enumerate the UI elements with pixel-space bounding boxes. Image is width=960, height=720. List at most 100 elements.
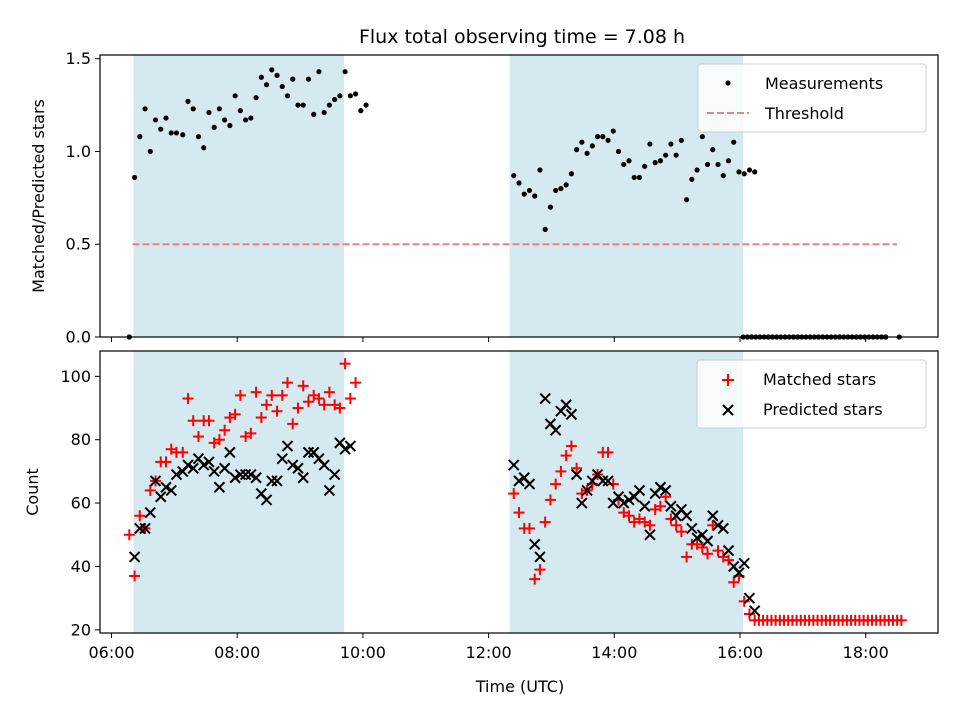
- predicted-star-point: [659, 484, 672, 497]
- matched-star-point: [229, 408, 241, 420]
- predicted-x-b: [203, 456, 215, 468]
- predicted-x-b: [128, 551, 141, 563]
- measurement-point: [642, 163, 648, 169]
- legend-measurements-label: Measurements: [765, 74, 883, 93]
- top-panel: 0.0 0.5 1.0 1.5 Matched/Predicted stars Mea…: [29, 49, 939, 347]
- measurement-point: [532, 193, 538, 199]
- measurement-point: [185, 98, 191, 104]
- predicted-x-b: [328, 468, 341, 481]
- chart-title: Flux total observing time = 7.08 h: [359, 26, 685, 48]
- measurement-point: [511, 172, 517, 179]
- predicted-x-b: [738, 557, 750, 569]
- measurement-point: [358, 108, 364, 114]
- x-tick-label: 16:00: [717, 643, 763, 662]
- measurement-point: [521, 191, 527, 197]
- measurement-point: [290, 76, 296, 82]
- top-y-tick-label: 0.0: [66, 328, 91, 347]
- predicted-x-b: [182, 459, 194, 471]
- x-tick-label: 14:00: [591, 643, 637, 662]
- matched-star-point: [728, 576, 740, 588]
- measurement-point: [600, 134, 606, 140]
- measurement-point: [752, 169, 758, 175]
- predicted-star-point: [560, 399, 572, 411]
- predicted-x-b: [192, 453, 205, 465]
- measurement-point: [542, 226, 548, 232]
- measurement-point: [558, 185, 564, 192]
- predicted-x-b: [696, 529, 709, 541]
- measurement-point: [636, 174, 643, 181]
- measurement-point: [253, 95, 259, 101]
- top-axes-frame: [99, 54, 939, 338]
- predicted-star-point: [170, 468, 183, 481]
- matched-star-point: [743, 608, 755, 620]
- legend-matched-marker: [722, 374, 734, 386]
- measurement-point: [589, 143, 595, 149]
- predicted-x-b: [701, 535, 714, 547]
- predicted-star-point: [149, 475, 162, 487]
- x-tick-label: 10:00: [340, 643, 386, 662]
- matched-star-point: [271, 405, 283, 417]
- measurement-point: [689, 176, 695, 182]
- measurement-point: [574, 147, 580, 153]
- measurement-point: [647, 141, 653, 147]
- predicted-star-point: [266, 475, 278, 487]
- predicted-star-point: [565, 408, 578, 421]
- matched-star-point: [681, 551, 693, 563]
- predicted-star-point: [197, 459, 210, 471]
- predicted-star-point: [633, 484, 646, 497]
- measurement-point: [237, 108, 243, 114]
- predicted-star-point: [549, 424, 562, 436]
- matched-star-point: [245, 427, 257, 439]
- predicted-x-b: [544, 418, 557, 430]
- bottom-panel: 20 40 60 80 100 06:00 08:00 10:00 12:00 14:00 16:0…: [23, 350, 939, 696]
- measurement-point: [216, 106, 223, 112]
- measurement-point: [537, 167, 543, 173]
- measurement-point: [736, 169, 742, 175]
- x-tick-label: 06:00: [88, 643, 134, 662]
- predicted-x-b: [638, 500, 651, 512]
- measurement-point: [227, 122, 233, 129]
- predicted-x-b: [260, 494, 273, 506]
- predicted-star-point: [597, 475, 609, 487]
- predicted-star-point: [570, 468, 583, 481]
- predicted-x-b: [213, 481, 226, 493]
- measurement-point: [652, 160, 658, 166]
- measurement-point: [594, 134, 601, 140]
- matched-star-point: [523, 522, 535, 534]
- measurement-point: [274, 72, 280, 79]
- legend-predicted-marker: [722, 404, 734, 416]
- predicted-star-point: [155, 491, 167, 503]
- measurement-point: [190, 106, 196, 112]
- predicted-star-point: [297, 472, 309, 484]
- predicted-star-point: [743, 592, 756, 604]
- predicted-star-point: [323, 484, 336, 497]
- measurement-point: [137, 134, 143, 140]
- matched-star-point: [539, 516, 551, 528]
- predicted-x-b: [334, 437, 346, 449]
- predicted-x-b: [743, 592, 756, 604]
- predicted-x-b: [717, 522, 729, 535]
- predicted-x-b: [323, 484, 336, 497]
- predicted-x-b: [549, 424, 562, 436]
- predicted-star-point: [208, 465, 220, 478]
- predicted-star-point: [134, 522, 146, 535]
- measurement-point: [222, 117, 228, 123]
- matched-star-point: [203, 415, 215, 427]
- predicted-x-b: [229, 472, 241, 484]
- predicted-star-point: [318, 459, 330, 471]
- predicted-star-point: [292, 462, 304, 474]
- predicted-star-point: [581, 484, 593, 497]
- predicted-x-b: [239, 468, 252, 481]
- measurement-point: [332, 96, 338, 103]
- matched-star-point: [508, 488, 520, 500]
- predicted-x-b: [665, 500, 677, 512]
- measurement-point: [725, 158, 732, 164]
- predicted-x-b: [292, 462, 304, 474]
- matched-star-point: [529, 573, 541, 585]
- measurement-point: [694, 167, 700, 173]
- predicted-x-b: [618, 497, 630, 509]
- measurement-point: [710, 147, 716, 153]
- predicted-star-point: [328, 468, 341, 481]
- measurement-point: [720, 172, 726, 179]
- predicted-star-point: [165, 484, 177, 497]
